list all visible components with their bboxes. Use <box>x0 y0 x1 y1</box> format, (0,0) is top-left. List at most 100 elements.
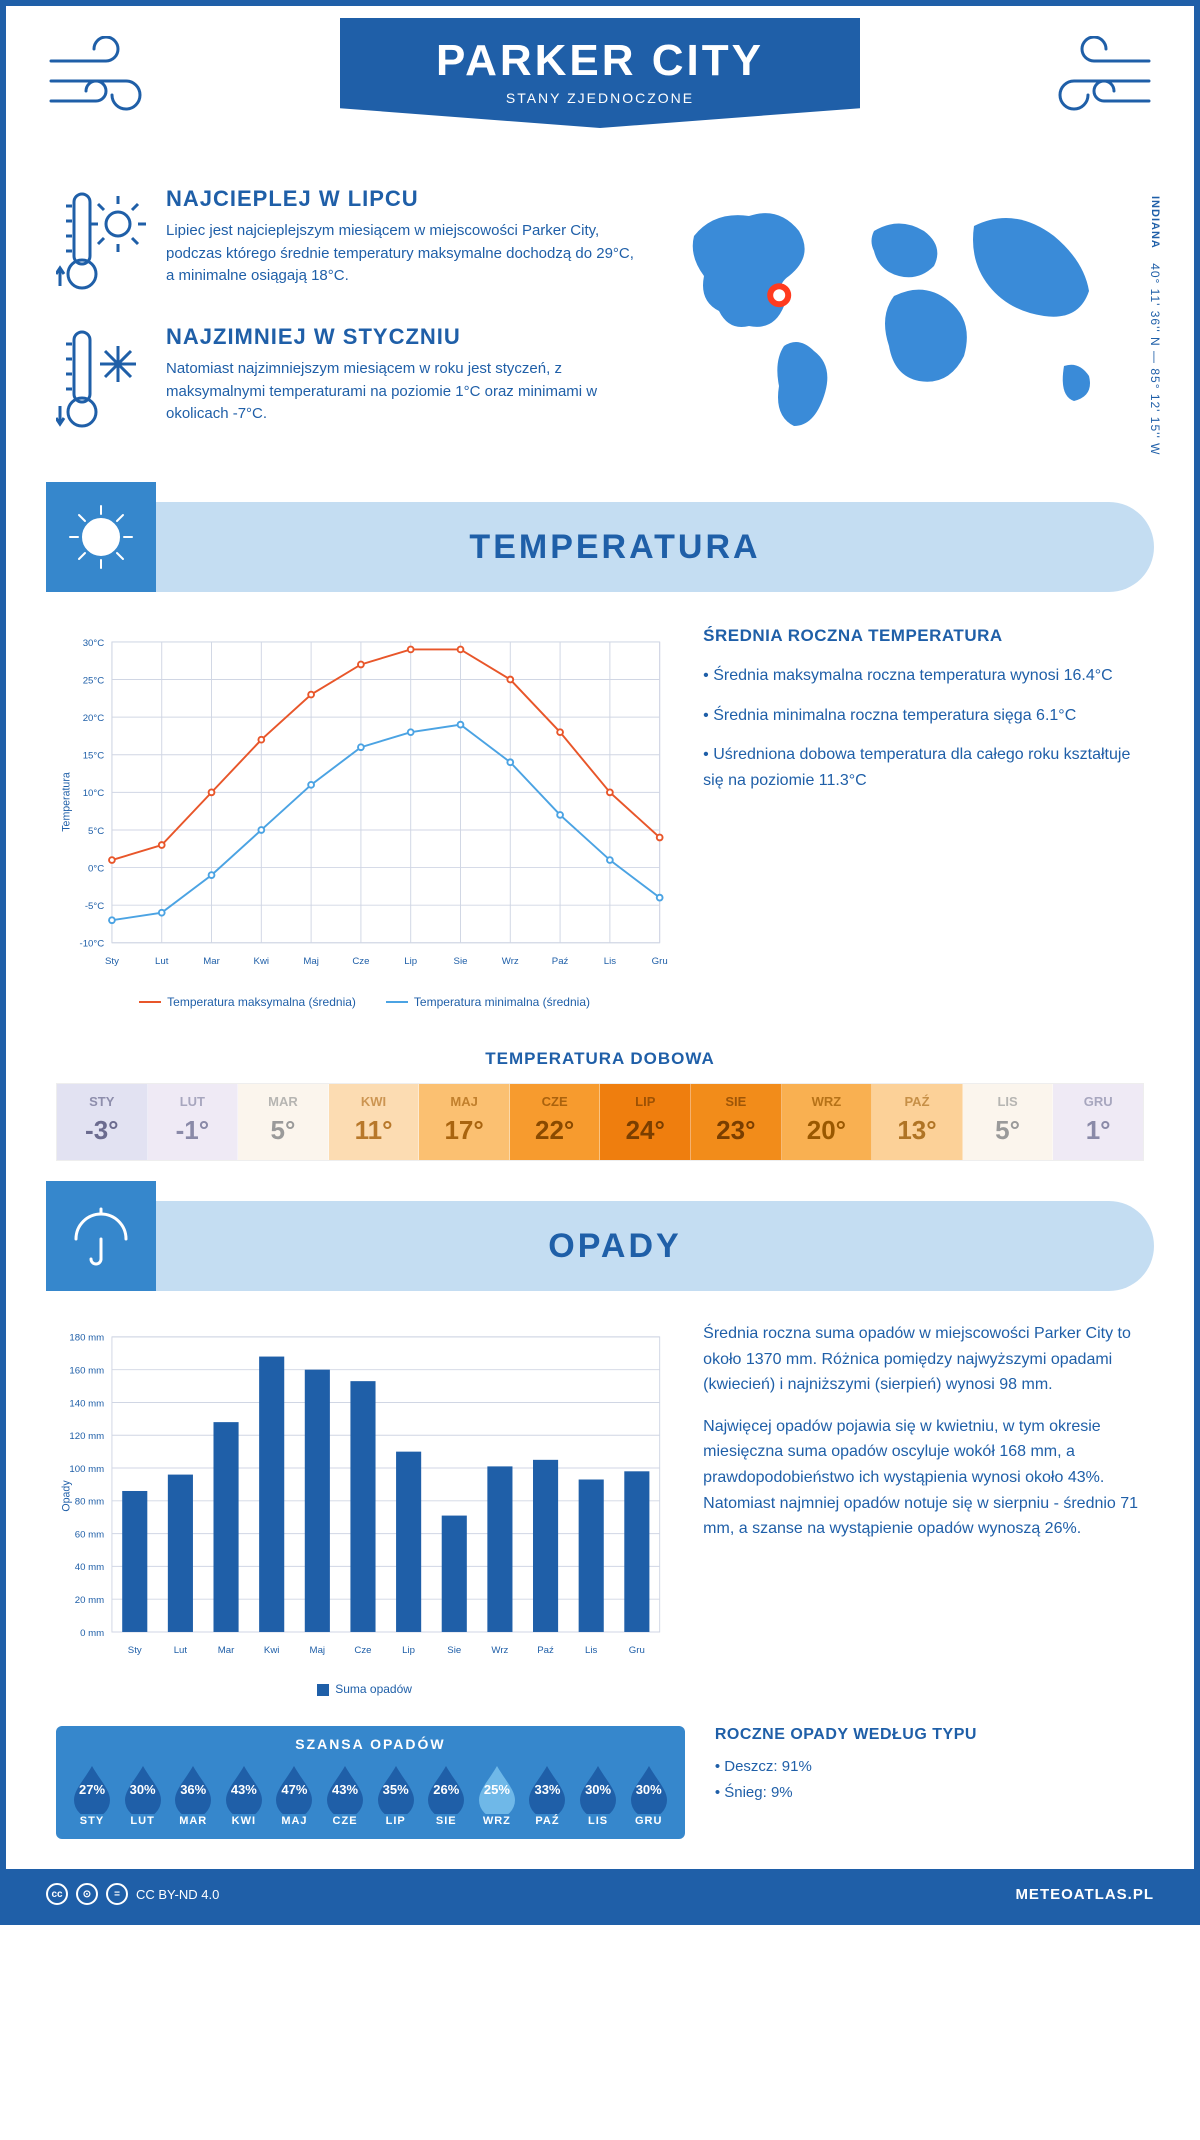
type-snow: • Śnieg: 9% <box>715 1780 1144 1806</box>
svg-text:140 mm: 140 mm <box>69 1398 104 1409</box>
svg-text:60 mm: 60 mm <box>75 1529 104 1540</box>
chance-drop: 35%LIP <box>374 1762 418 1827</box>
daily-temp-title: TEMPERATURA DOBOWA <box>6 1049 1194 1069</box>
temperature-chart: -10°C-5°C0°C5°C10°C15°C20°C25°C30°CStyLu… <box>56 622 673 1009</box>
type-rain: • Deszcz: 91% <box>715 1754 1144 1780</box>
nd-icon: = <box>106 1883 128 1905</box>
svg-text:25°C: 25°C <box>83 675 105 686</box>
wind-icon <box>46 36 186 126</box>
svg-text:Wrz: Wrz <box>502 956 519 967</box>
location-marker <box>770 286 788 304</box>
site-label: METEOATLAS.PL <box>1015 1886 1154 1903</box>
daily-cell: LUT-1° <box>148 1084 239 1160</box>
coordinates: INDIANA 40° 11' 36'' N — 85° 12' 15'' W <box>1148 196 1162 455</box>
svg-text:0°C: 0°C <box>88 863 104 874</box>
license: cc ⊙ = CC BY-ND 4.0 <box>46 1883 219 1905</box>
chance-drop: 43%CZE <box>323 1762 367 1827</box>
svg-text:Lis: Lis <box>585 1645 597 1656</box>
chance-drop: 33%PAŹ <box>525 1762 569 1827</box>
svg-text:Gru: Gru <box>629 1645 645 1656</box>
svg-text:Lut: Lut <box>174 1645 188 1656</box>
chance-drop: 30%GRU <box>627 1762 671 1827</box>
daily-cell: LIP24° <box>600 1084 691 1160</box>
footer: cc ⊙ = CC BY-ND 4.0 METEOATLAS.PL <box>6 1869 1194 1919</box>
svg-text:120 mm: 120 mm <box>69 1431 104 1442</box>
svg-text:0 mm: 0 mm <box>80 1628 104 1639</box>
svg-text:Mar: Mar <box>203 956 220 967</box>
warmest-text: Lipiec jest najcieplejszym miesiącem w m… <box>166 220 634 288</box>
temperature-summary: ŚREDNIA ROCZNA TEMPERATURA • Średnia mak… <box>703 622 1144 1009</box>
country-subtitle: STANY ZJEDNOCZONE <box>340 90 860 106</box>
svg-text:Wrz: Wrz <box>491 1645 508 1656</box>
precip-title: OPADY <box>156 1227 1154 1266</box>
coldest-title: NAJZIMNIEJ W STYCZNIU <box>166 324 634 350</box>
svg-text:20 mm: 20 mm <box>75 1595 104 1606</box>
warmest-title: NAJCIEPLEJ W LIPCU <box>166 186 634 212</box>
daily-temp-row: STY-3°LUT-1°MAR5°KWI11°MAJ17°CZE22°LIP24… <box>56 1083 1144 1161</box>
precip-summary: Średnia roczna suma opadów w miejscowośc… <box>703 1321 1144 1696</box>
coldest-text: Natomiast najzimniejszym miesiącem w rok… <box>166 358 634 426</box>
daily-cell: CZE22° <box>510 1084 601 1160</box>
legend-max: Temperatura maksymalna (średnia) <box>139 995 356 1009</box>
precip-banner: OPADY <box>46 1201 1154 1291</box>
city-title: PARKER CITY <box>340 36 860 86</box>
avg-temp-b2: • Średnia minimalna roczna temperatura s… <box>703 703 1144 729</box>
svg-text:15°C: 15°C <box>83 751 105 762</box>
svg-text:-5°C: -5°C <box>85 901 104 912</box>
svg-text:Sie: Sie <box>454 956 468 967</box>
chance-title: SZANSA OPADÓW <box>70 1736 671 1752</box>
svg-text:80 mm: 80 mm <box>75 1497 104 1508</box>
umbrella-icon <box>46 1181 156 1291</box>
svg-text:Sty: Sty <box>105 956 119 967</box>
svg-text:Kwi: Kwi <box>264 1645 280 1656</box>
daily-cell: GRU1° <box>1053 1084 1143 1160</box>
state-label: INDIANA <box>1149 196 1161 249</box>
daily-cell: PAŹ13° <box>872 1084 963 1160</box>
license-label: CC BY-ND 4.0 <box>136 1887 219 1902</box>
svg-text:Lut: Lut <box>155 956 169 967</box>
daily-cell: LIS5° <box>963 1084 1054 1160</box>
thermometer-hot-icon <box>56 186 146 296</box>
chance-drop: 36%MAR <box>171 1762 215 1827</box>
chance-drop: 25%WRZ <box>475 1762 519 1827</box>
coldest-block: NAJZIMNIEJ W STYCZNIU Natomiast najzimni… <box>56 324 634 434</box>
chance-drop: 26%SIE <box>424 1762 468 1827</box>
thermometer-cold-icon <box>56 324 146 434</box>
svg-text:160 mm: 160 mm <box>69 1366 104 1377</box>
precip-p2: Najwięcej opadów pojawia się w kwietniu,… <box>703 1414 1144 1542</box>
header-banner: PARKER CITY STANY ZJEDNOCZONE <box>340 18 860 128</box>
svg-text:Cze: Cze <box>354 1645 371 1656</box>
precip-legend: Suma opadów <box>56 1682 673 1696</box>
svg-text:Mar: Mar <box>218 1645 235 1656</box>
svg-text:Lip: Lip <box>404 956 417 967</box>
svg-text:Gru: Gru <box>652 956 668 967</box>
svg-text:Paź: Paź <box>537 1645 554 1656</box>
svg-text:Temperatura: Temperatura <box>61 772 73 832</box>
svg-text:180 mm: 180 mm <box>69 1333 104 1344</box>
warmest-block: NAJCIEPLEJ W LIPCU Lipiec jest najcieple… <box>56 186 634 296</box>
avg-temp-b3: • Uśredniona dobowa temperatura dla całe… <box>703 742 1144 793</box>
chance-drop: 43%KWI <box>222 1762 266 1827</box>
svg-text:Kwi: Kwi <box>254 956 270 967</box>
temperature-title: TEMPERATURA <box>156 528 1154 567</box>
svg-text:Cze: Cze <box>352 956 369 967</box>
wind-icon <box>1014 36 1154 126</box>
avg-temp-b1: • Średnia maksymalna roczna temperatura … <box>703 663 1144 689</box>
svg-text:5°C: 5°C <box>88 826 104 837</box>
daily-cell: MAJ17° <box>419 1084 510 1160</box>
precip-p1: Średnia roczna suma opadów w miejscowośc… <box>703 1321 1144 1398</box>
avg-temp-title: ŚREDNIA ROCZNA TEMPERATURA <box>703 622 1144 649</box>
svg-text:20°C: 20°C <box>83 713 105 724</box>
chance-drop: 27%STY <box>70 1762 114 1827</box>
temperature-banner: TEMPERATURA <box>46 502 1154 592</box>
svg-text:30°C: 30°C <box>83 638 105 649</box>
svg-text:Maj: Maj <box>310 1645 326 1656</box>
svg-text:Lip: Lip <box>402 1645 415 1656</box>
svg-text:Paź: Paź <box>552 956 569 967</box>
temperature-legend: Temperatura maksymalna (średnia) Tempera… <box>56 995 673 1009</box>
svg-text:40 mm: 40 mm <box>75 1562 104 1573</box>
world-map-svg <box>664 186 1144 446</box>
svg-text:10°C: 10°C <box>83 788 105 799</box>
chance-drop: 47%MAJ <box>272 1762 316 1827</box>
svg-text:Sty: Sty <box>128 1645 142 1656</box>
